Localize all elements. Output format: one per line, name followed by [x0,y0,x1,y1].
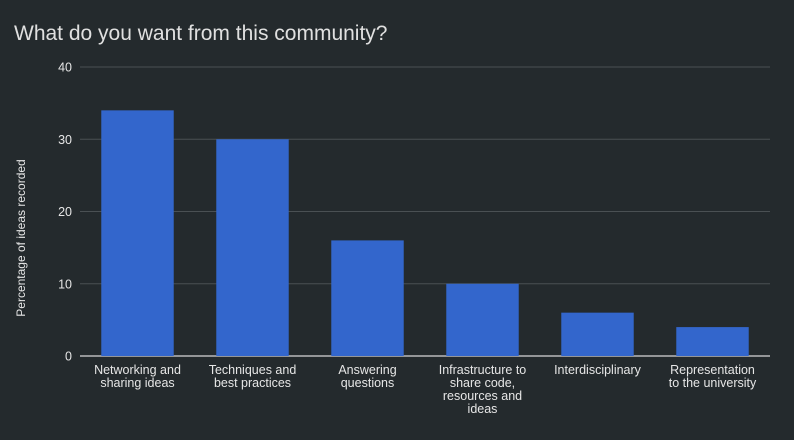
bars [101,110,749,356]
y-tick-label: 0 [65,350,72,364]
bar [101,110,174,356]
y-tick-label: 10 [58,277,72,291]
x-category-label: Networking and sharing ideas [94,363,181,390]
y-axis-ticks: 0 10 20 30 40 [58,61,72,364]
bar [561,312,634,356]
x-axis-labels: Networking and sharing ideas Techniques an… [94,363,757,416]
bar [331,240,404,356]
x-category-label: Representation to the university [669,363,757,390]
bar [676,327,749,356]
y-tick-label: 30 [58,133,72,147]
y-axis-title: Percentage of ideas recorded [14,159,28,316]
bar [446,283,519,356]
grid-lines [80,66,770,357]
x-category-label: Answering questions [338,363,396,390]
x-category-label: Techniques and best practices [209,363,297,390]
chart-title: What do you want from this community? [14,22,387,45]
x-category-label: Infrastructure to share code, resources an… [439,363,527,416]
y-tick-label: 40 [58,61,72,75]
y-tick-label: 20 [58,205,72,219]
bar [216,139,289,356]
x-category-label: Interdisciplinary [554,363,642,377]
